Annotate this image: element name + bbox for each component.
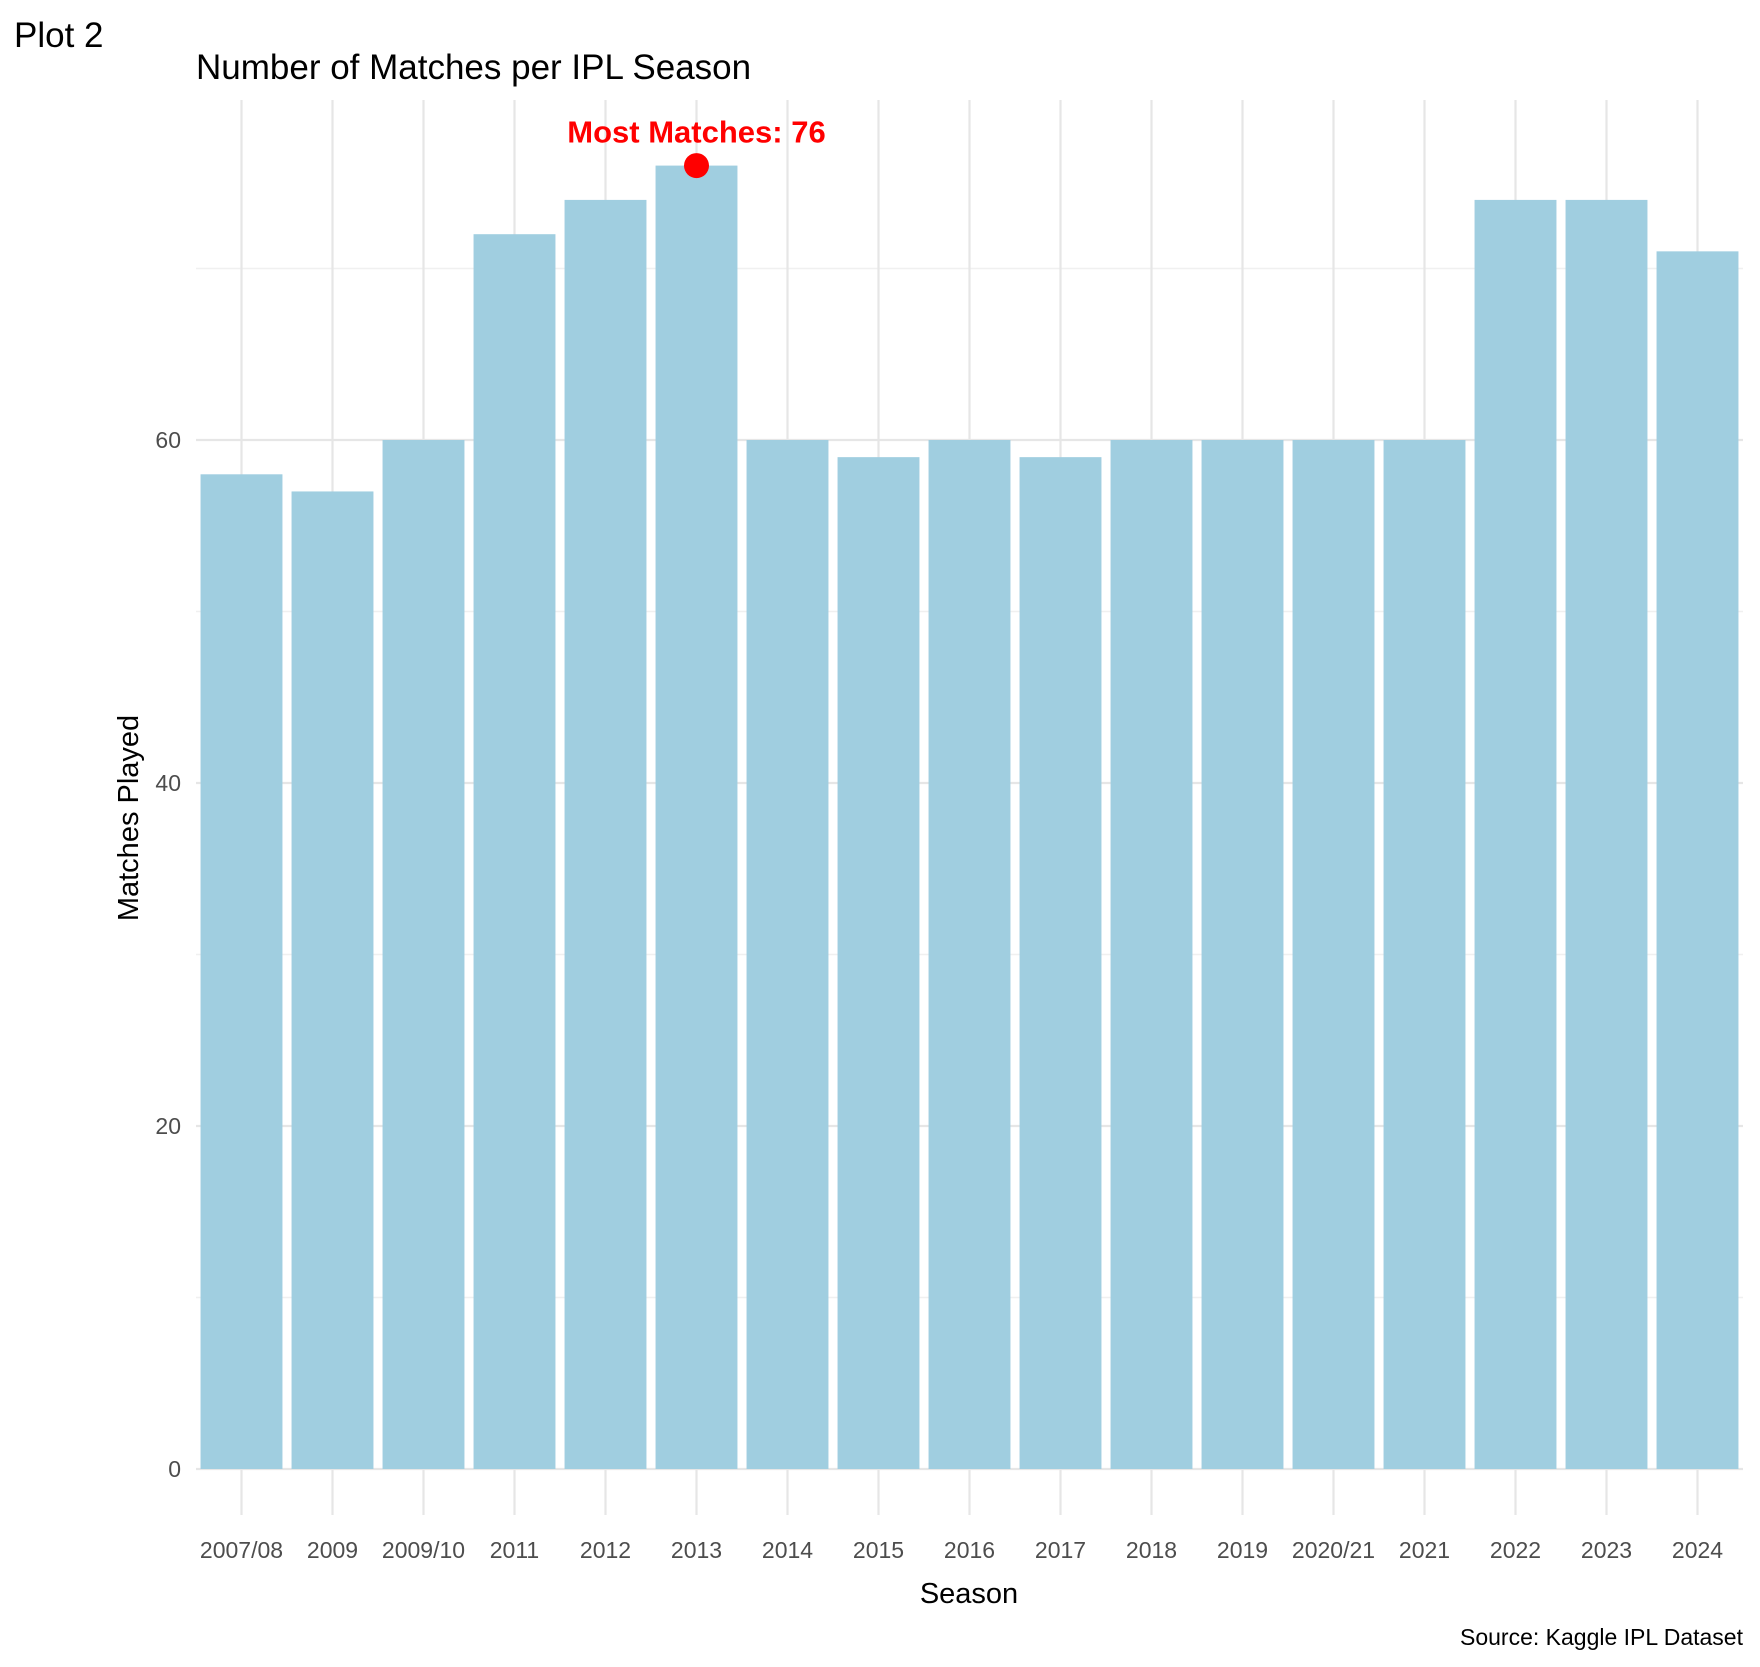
- bar: [928, 440, 1011, 1469]
- bar: [655, 165, 738, 1470]
- bar: [1383, 440, 1466, 1469]
- bar: [473, 234, 556, 1470]
- x-tick-label: 2012: [580, 1537, 631, 1563]
- x-tick-label: 2007/08: [200, 1537, 283, 1563]
- x-tick-label: 2011: [490, 1537, 539, 1563]
- y-tick-label: 60: [155, 427, 181, 453]
- bar: [200, 474, 283, 1469]
- annotation-label: Most Matches: 76: [567, 115, 825, 150]
- bar: [1474, 199, 1557, 1469]
- x-tick-label: 2016: [944, 1537, 995, 1563]
- x-tick-label: 2015: [853, 1537, 904, 1563]
- x-tick-label: 2013: [671, 1537, 722, 1563]
- y-axis-ticks: 0 20 40 60: [155, 427, 181, 1482]
- x-tick-label: 2019: [1217, 1537, 1268, 1563]
- plot-tag: Plot 2: [14, 16, 104, 55]
- x-tick-label: 2022: [1490, 1537, 1541, 1563]
- bar: [1292, 440, 1375, 1469]
- bar: [837, 457, 920, 1469]
- x-axis-ticks: 2007/08 2009 2009/10 2011 2012 2013 2014 2015 20…: [200, 1537, 1723, 1563]
- chart-title: Number of Matches per IPL Season: [196, 48, 751, 87]
- bar: [1110, 440, 1193, 1469]
- x-tick-label: 2009: [307, 1537, 358, 1563]
- x-tick-label: 2023: [1581, 1537, 1632, 1563]
- y-tick-label: 40: [155, 770, 181, 796]
- x-tick-label: 2014: [762, 1537, 813, 1563]
- bars: [200, 165, 1739, 1470]
- x-tick-label: 2021: [1399, 1537, 1450, 1563]
- bar: [564, 199, 647, 1469]
- x-tick-label: 2020/21: [1292, 1537, 1375, 1563]
- bar: [1019, 457, 1102, 1469]
- x-tick-label: 2017: [1035, 1537, 1086, 1563]
- y-tick-label: 20: [155, 1113, 181, 1139]
- x-axis-title: Season: [920, 1578, 1018, 1610]
- bar: [1201, 440, 1284, 1469]
- bar: [1565, 199, 1648, 1469]
- bar: [1656, 251, 1739, 1470]
- y-axis-title: Matches Played: [113, 715, 145, 921]
- bar: [746, 440, 829, 1469]
- bar: [382, 440, 465, 1469]
- source-caption: Source: Kaggle IPL Dataset: [1460, 1624, 1744, 1650]
- x-tick-label: 2009/10: [382, 1537, 465, 1563]
- highlight-point: [684, 153, 709, 179]
- y-tick-label: 0: [168, 1456, 181, 1482]
- bar: [291, 491, 374, 1469]
- annotation: Most Matches: 76: [567, 115, 826, 179]
- x-tick-label: 2018: [1126, 1537, 1177, 1563]
- x-tick-label: 2024: [1672, 1537, 1723, 1563]
